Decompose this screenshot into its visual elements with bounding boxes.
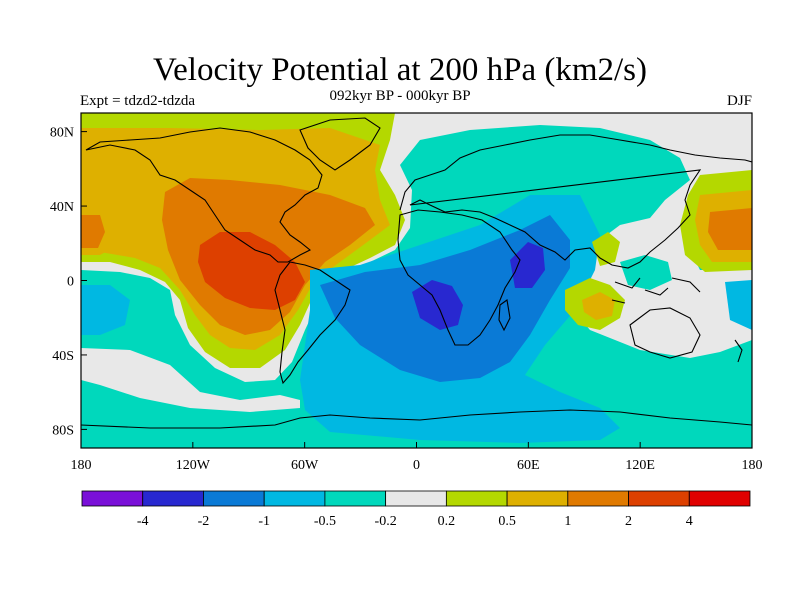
colorbar-swatch (567, 490, 629, 507)
y-tick-label: 80S (52, 423, 74, 438)
colorbar-swatch (445, 490, 508, 507)
contour-neg0.2-maritime (620, 255, 672, 290)
contour-neg2-b (510, 242, 545, 288)
contour-0.2-southern (81, 348, 300, 412)
colorbar-swatch (628, 490, 690, 507)
colorbar-swatch (324, 490, 387, 507)
colorbar-swatch (506, 490, 569, 507)
x-tick-label: 120E (625, 458, 655, 473)
colorbar-swatch (688, 490, 751, 507)
y-tick-label: 80N (50, 126, 74, 141)
coast-madagascar (498, 299, 511, 332)
colorbar-swatch (385, 490, 447, 507)
contour-4-dateline (81, 215, 105, 248)
coast-antarctica (81, 409, 752, 429)
chart-title: Velocity Potential at 200 hPa (km2/s) (152, 52, 648, 88)
coast-north-america (85, 127, 323, 263)
colorbar-label: -4 (137, 514, 149, 529)
season-label: DJF (726, 93, 752, 109)
coast-new-zealand (734, 339, 743, 363)
colorbar-swatch (203, 490, 265, 507)
colorbar-label: 0.2 (438, 514, 456, 529)
coast-south-america (274, 261, 351, 385)
x-tick-label: 120W (176, 458, 211, 473)
coast-maritime-islands (611, 277, 701, 304)
colorbar-label: 4 (686, 514, 693, 529)
colorbar-label: 1 (564, 514, 571, 529)
y-tick-label: 40N (50, 200, 74, 215)
colorbar-swatch (263, 490, 326, 507)
colorbar-label: -0.2 (375, 514, 397, 529)
x-tick-label: 0 (413, 458, 420, 473)
colorbar-label: 2 (625, 514, 632, 529)
contour-4-west (198, 232, 305, 310)
colorbar-swatch (81, 490, 144, 507)
x-tick-label: 180 (742, 458, 763, 473)
y-tick-label: 40S (52, 349, 74, 364)
colorbar-label: 0.5 (498, 514, 516, 529)
colorbar-swatch (142, 490, 204, 507)
colorbar-label: -0.5 (314, 514, 336, 529)
chart-subtitle: 092kyr BP - 000kyr BP (329, 88, 471, 104)
contour-4-nwpacific (708, 208, 752, 250)
colorbar-label: -1 (258, 514, 270, 529)
coastlines (81, 117, 752, 429)
experiment-label: Expt = tdzd2-tdzda (80, 93, 196, 109)
contour-1-maritime (582, 292, 615, 320)
colorbar: -4 -2 -1 -0.5 -0.2 0.2 0.5 1 2 4 (81, 490, 751, 529)
coast-greenland (299, 117, 381, 171)
axis-ticks: 180 120W 60W 0 60E 120E 180 80N 40N 0 40S 80S (50, 126, 763, 473)
contour-field (81, 113, 752, 448)
coast-australia (629, 307, 701, 359)
contour-neg0.5-eastpac (725, 280, 752, 330)
x-tick-label: 60W (291, 458, 319, 473)
coast-africa (397, 209, 521, 346)
coast-europe-asia (399, 134, 752, 269)
colorbar-label: -2 (198, 514, 210, 529)
y-tick-label: 0 (67, 275, 74, 290)
x-tick-label: 60E (517, 458, 540, 473)
contour-neg0.5-westedge (81, 285, 130, 335)
x-tick-label: 180 (71, 458, 92, 473)
